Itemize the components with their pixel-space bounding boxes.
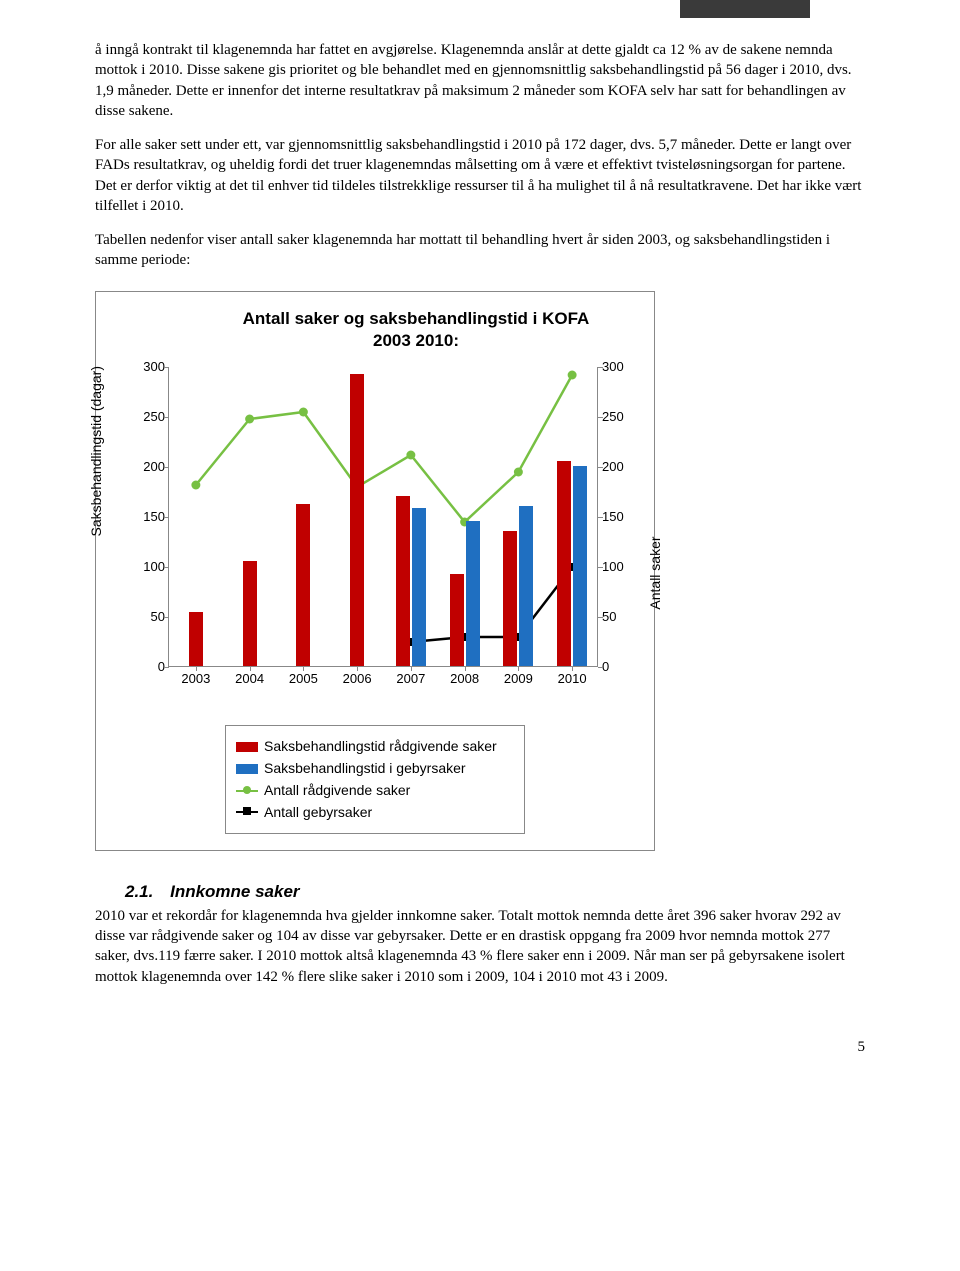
bar-series1 — [450, 574, 464, 666]
bar-series1 — [503, 531, 517, 666]
line-overlay — [169, 367, 599, 667]
document-page: å inngå kontrakt til klagenemnda har fat… — [0, 0, 960, 1097]
plot-region: 0050501001001501502002002502503003002003… — [168, 367, 598, 667]
bar-series1 — [557, 461, 571, 666]
bar-series1 — [396, 496, 410, 666]
paragraph-3: Tabellen nedenfor viser antall saker kla… — [95, 230, 865, 271]
chart-legend: Saksbehandlingstid rådgivende saker Saks… — [225, 725, 525, 834]
paragraph-1: å inngå kontrakt til klagenemnda har fat… — [95, 40, 865, 121]
section-number: 2.1. — [125, 882, 153, 901]
bar-series1 — [296, 504, 310, 666]
legend-row-3: Antall rådgivende saker — [236, 781, 514, 800]
legend-row-2: Saksbehandlingstid i gebyrsaker — [236, 759, 514, 778]
header-dark-strip — [680, 0, 810, 18]
legend-swatch-line2 — [236, 805, 258, 819]
legend-label-1: Saksbehandlingstid rådgivende saker — [264, 737, 497, 756]
bar-series2 — [466, 521, 480, 666]
legend-row-1: Saksbehandlingstid rådgivende saker — [236, 737, 514, 756]
legend-row-4: Antall gebyrsaker — [236, 803, 514, 822]
y-axis-label-right: Antall saker — [646, 537, 665, 610]
bar-series2 — [412, 508, 426, 666]
legend-swatch-line1 — [236, 784, 258, 798]
page-number: 5 — [95, 1037, 865, 1057]
chart-title: Antall saker og saksbehandlingstid i KOF… — [226, 308, 606, 354]
section-heading: 2.1. Innkomne saker — [125, 881, 865, 904]
legend-swatch-bar1 — [236, 742, 258, 752]
paragraph-4: 2010 var et rekordår for klagenemnda hva… — [95, 906, 865, 987]
legend-label-3: Antall rådgivende saker — [264, 781, 410, 800]
chart-plot-area: Saksbehandlingstid (dagar) Antall saker … — [106, 357, 644, 697]
bar-series1 — [189, 612, 203, 666]
paragraph-2: For alle saker sett under ett, var gjenn… — [95, 135, 865, 216]
legend-swatch-bar2 — [236, 764, 258, 774]
legend-label-4: Antall gebyrsaker — [264, 803, 372, 822]
legend-label-2: Saksbehandlingstid i gebyrsaker — [264, 759, 466, 778]
bar-series1 — [243, 561, 257, 666]
bar-series2 — [573, 466, 587, 666]
y-axis-label-left: Saksbehandlingstid (dagar) — [87, 366, 106, 536]
bar-series2 — [519, 506, 533, 666]
bar-series1 — [350, 374, 364, 666]
section-title: Innkomne saker — [170, 882, 299, 901]
chart-container: Antall saker og saksbehandlingstid i KOF… — [95, 291, 655, 851]
